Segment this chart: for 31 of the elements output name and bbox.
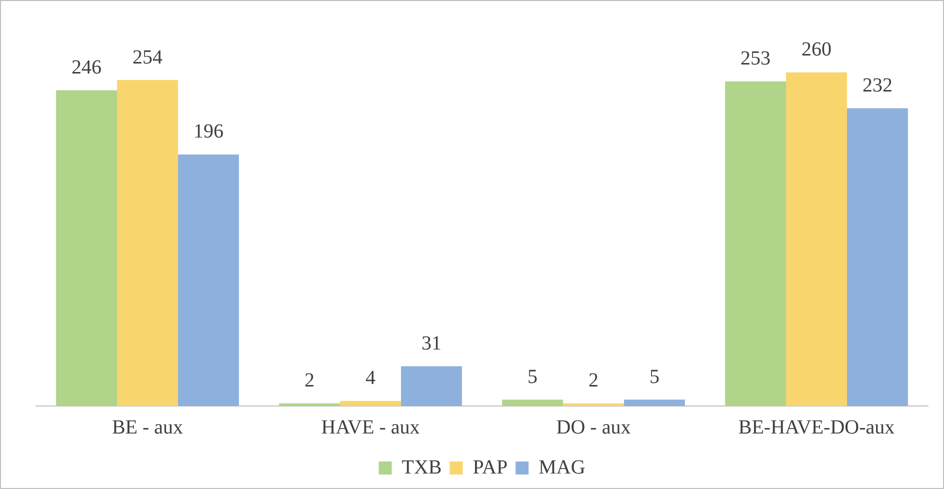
- x-tick-label: BE - aux: [112, 416, 184, 438]
- data-label: 246: [72, 56, 102, 79]
- legend-label: MAG: [538, 456, 586, 478]
- data-label: 5: [528, 366, 538, 388]
- x-tick-label: DO - aux: [556, 416, 631, 438]
- bar: [786, 72, 847, 406]
- data-label: 5: [649, 366, 660, 388]
- bar: [400, 366, 462, 406]
- data-label: 260: [802, 38, 832, 61]
- bar: [624, 400, 685, 406]
- data-label: 253: [740, 48, 771, 70]
- bar: [563, 403, 624, 406]
- bar: [725, 81, 786, 406]
- bar: [178, 154, 239, 406]
- data-label: 2: [588, 370, 598, 392]
- x-tick-label: BE-HAVE-DO-aux: [738, 416, 895, 438]
- x-tick-label: HAVE - aux: [321, 416, 420, 438]
- bar: [56, 90, 118, 406]
- bar: [340, 400, 401, 406]
- data-label: 232: [862, 74, 892, 97]
- data-label: 254: [132, 46, 162, 68]
- bar: [279, 403, 340, 406]
- data-label: 2: [304, 370, 315, 392]
- bar: [846, 108, 908, 406]
- data-label: 4: [366, 367, 376, 390]
- bar: [117, 80, 178, 406]
- bar: [502, 400, 564, 406]
- legend-label: TXB: [402, 456, 442, 478]
- data-label: 31: [421, 332, 442, 354]
- legend-label: PAP: [472, 456, 508, 478]
- data-label: 196: [193, 120, 224, 143]
